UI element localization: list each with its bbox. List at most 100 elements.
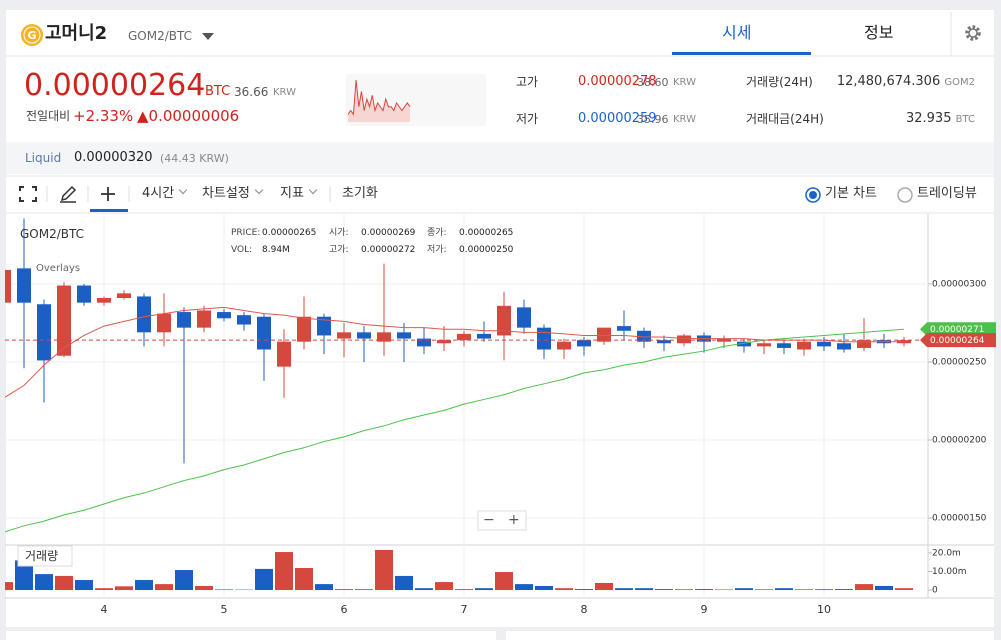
toolbar-item[interactable]: 4시간 xyxy=(142,186,186,202)
volume-bar xyxy=(395,575,413,591)
info-value: 0.00000272 xyxy=(361,245,416,255)
volume-bar xyxy=(135,580,153,591)
candle-body xyxy=(317,316,331,336)
moving-average xyxy=(5,306,904,398)
volume-bar xyxy=(315,584,333,591)
candle-body xyxy=(597,327,611,342)
candle-body xyxy=(77,285,91,303)
total-label: 거래량(24H) xyxy=(746,75,813,89)
candle-body xyxy=(577,340,591,347)
volume-bar xyxy=(255,568,273,591)
logo-letter: G xyxy=(27,29,36,42)
volume-bar xyxy=(635,588,653,591)
candle-body xyxy=(457,333,471,341)
zoom-out[interactable]: − xyxy=(483,512,495,528)
volume-tick-label: 10.00m xyxy=(932,567,967,577)
volume-bar xyxy=(335,589,353,591)
tab[interactable]: 시세 xyxy=(722,23,752,42)
toolbar-item[interactable]: 차트설정 xyxy=(202,186,262,202)
crosshair-icon[interactable] xyxy=(101,187,115,201)
dropdown-arrow[interactable] xyxy=(202,33,214,40)
liquid-label: Liquid xyxy=(25,151,62,165)
volume-bar xyxy=(735,588,753,591)
candle-body xyxy=(217,312,231,319)
stat-value: 0.00000278 xyxy=(578,74,657,89)
candle-body xyxy=(557,341,571,350)
volume-bar xyxy=(775,588,793,591)
y-tick-label: 0.00000300 xyxy=(932,279,987,289)
stat-unit: KRW xyxy=(673,77,696,88)
volume-bar xyxy=(115,586,133,591)
candle-body xyxy=(657,340,671,344)
info-value: 0.00000250 xyxy=(459,245,514,255)
candle-body xyxy=(797,341,811,350)
price-tag-label: 0.00000264 xyxy=(930,336,985,346)
x-tick-label: 9 xyxy=(701,603,708,616)
volume-bar xyxy=(695,589,713,591)
info-label: PRICE: xyxy=(231,228,261,238)
candle-body xyxy=(357,332,371,339)
volume-label-box xyxy=(17,545,73,567)
total-unit: GOM2 xyxy=(944,77,975,88)
y-tick-label: 0.00000150 xyxy=(932,514,987,524)
candle-body xyxy=(177,312,191,328)
candle-body xyxy=(17,268,31,303)
candle-body xyxy=(57,285,71,356)
chart-mode[interactable]: 트레이딩뷰 xyxy=(917,186,977,201)
volume-bar xyxy=(295,567,313,591)
x-tick-label: 10 xyxy=(817,603,831,616)
volume-bar xyxy=(715,589,733,591)
volume-bar xyxy=(575,589,593,591)
volume-bar xyxy=(655,589,673,591)
candle-body xyxy=(817,341,831,347)
tab[interactable]: 정보 xyxy=(864,23,894,42)
total-unit: BTC xyxy=(955,114,975,125)
candle-body xyxy=(617,326,631,331)
liquid-krw: (44.43 KRW) xyxy=(160,152,229,165)
settings-icon[interactable] xyxy=(965,25,981,41)
pencil-icon[interactable] xyxy=(60,185,77,203)
candle-body xyxy=(437,340,451,344)
candle-body xyxy=(477,333,491,339)
stat-unit: KRW xyxy=(673,114,696,125)
fullscreen-icon[interactable] xyxy=(19,186,37,202)
tab-underline xyxy=(672,52,811,55)
volume-bar xyxy=(75,580,93,591)
current-price: 0.00000264 xyxy=(24,68,206,103)
candle-body xyxy=(137,296,151,333)
candle-body xyxy=(197,310,211,328)
overlays[interactable]: Overlays xyxy=(36,263,81,274)
candle-body xyxy=(157,313,171,333)
zoom-in[interactable]: + xyxy=(508,512,520,528)
radio[interactable] xyxy=(897,187,913,203)
chart-mode[interactable]: 기본 차트 xyxy=(825,186,877,201)
candle-body xyxy=(537,327,551,350)
volume-bar xyxy=(755,589,773,591)
volume-bar xyxy=(535,585,553,591)
stat-label: 고가 xyxy=(516,75,539,89)
toolbar-item[interactable]: 초기화 xyxy=(342,186,378,201)
volume-bar xyxy=(835,589,853,591)
sparkline xyxy=(347,79,411,116)
info-value: 0.00000265 xyxy=(262,228,317,238)
bottom-card xyxy=(506,631,994,640)
volume-bar xyxy=(275,552,293,591)
total-value: 32.935 xyxy=(905,111,952,126)
candle-body xyxy=(757,343,771,347)
bottom-card xyxy=(6,631,496,640)
toolbar-item[interactable]: 지표 xyxy=(280,186,316,202)
info-value: 8.94M xyxy=(262,245,290,255)
volume-bar xyxy=(435,582,453,591)
volume-bar xyxy=(895,588,913,591)
candle-body xyxy=(257,316,271,350)
candle-body xyxy=(117,293,131,299)
candle-body xyxy=(637,330,651,342)
volume-bar xyxy=(215,589,233,591)
info-value: 0.00000269 xyxy=(361,228,416,238)
grid xyxy=(5,214,928,598)
candle-body xyxy=(277,341,291,367)
volume-bar xyxy=(35,574,53,591)
volume-bar xyxy=(95,588,113,591)
volume-bar xyxy=(475,588,493,591)
stat-label: 저가 xyxy=(516,112,539,126)
